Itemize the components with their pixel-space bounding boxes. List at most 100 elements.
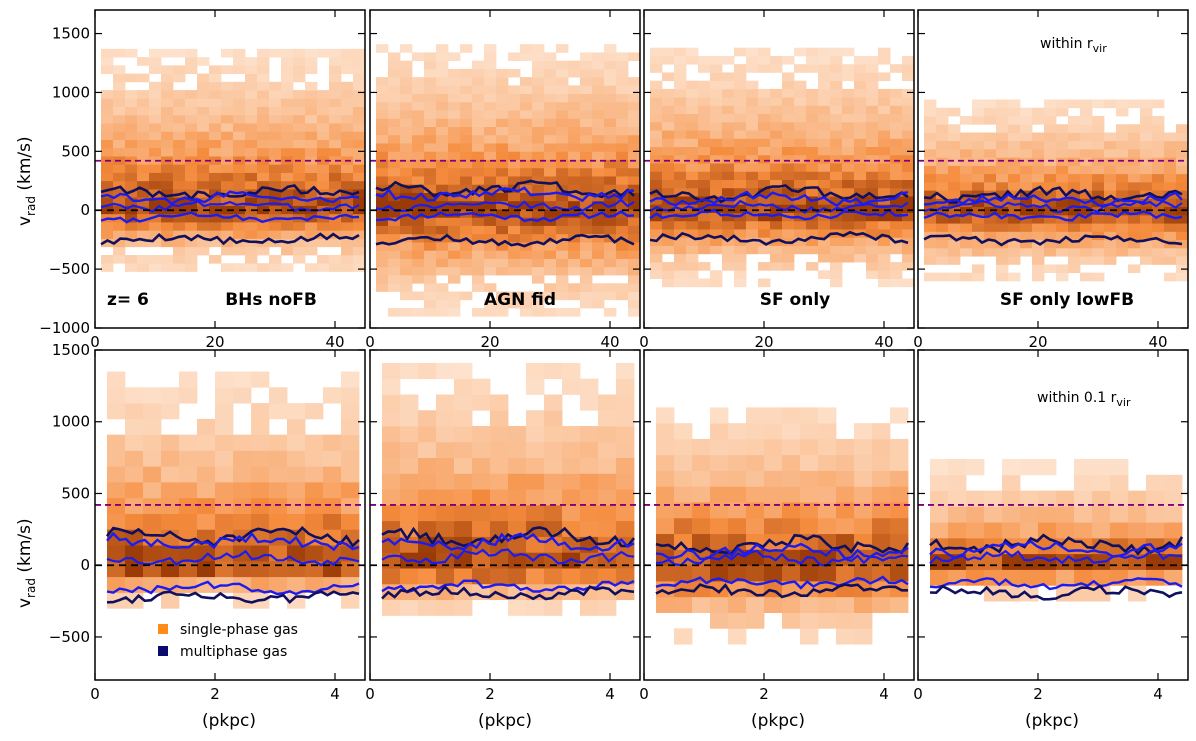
heatmap-cell [854,72,867,82]
heatmap-cell [107,560,126,578]
heatmap-cell [460,217,473,226]
heatmap-cell [245,81,258,91]
heatmap-cell [770,88,783,98]
heatmap-cell [1128,214,1141,224]
heatmap-cell [674,237,687,246]
heatmap-cell [1092,272,1105,282]
heatmap-cell [710,64,723,73]
heatmap-cell [556,275,569,284]
heatmap-cell [424,225,437,235]
heatmap-cell [388,52,401,62]
heatmap-cell [890,121,903,131]
heatmap-cell [830,245,843,255]
heatmap-cell [490,426,509,443]
heatmap-cell [508,233,521,243]
heatmap-cell [454,394,473,411]
heatmap-cell [472,473,491,490]
heatmap-cell [562,504,581,522]
heatmap-cell [872,517,891,535]
heatmap-cell [746,502,765,519]
heatmap-cell [1128,165,1141,175]
heatmap-cell [245,73,258,83]
heatmap-cell [1146,522,1165,539]
heatmap-cell [496,68,509,78]
heatmap-cell [544,159,557,169]
heatmap-cell [173,213,186,223]
model-label-sf-only: SF only [760,290,830,310]
heatmap-cell [221,131,234,140]
heatmap-cell [436,126,449,136]
heatmap-cell [890,278,903,288]
heatmap-cell [197,164,210,173]
heatmap-cell [508,583,527,601]
heatmap-cell [734,121,747,131]
heatmap-cell [101,98,114,107]
heatmap-cell [197,576,216,593]
heatmap-cell [746,130,759,139]
heatmap-cell [376,242,389,251]
heatmap-cell [728,565,747,582]
heatmap-cell [460,126,473,136]
heatmap-cell [1002,506,1021,523]
heatmap-cell [484,217,497,226]
heatmap-cell [436,52,449,62]
heatmap-cell [734,130,747,139]
heatmap-cell [1020,157,1033,166]
heatmap-cell [532,143,545,152]
heatmap-cell [400,60,413,70]
heatmap-cell [1092,165,1105,175]
heatmap-cell [472,110,485,119]
heatmap-cell [734,80,747,90]
heatmap-cell [161,263,174,272]
heatmap-cell [996,247,1009,257]
heatmap-cell [686,229,699,238]
heatmap-cell [662,146,675,156]
heatmap-cell [628,266,640,276]
heatmap-cell [960,173,973,183]
heatmap-cell [1056,190,1069,199]
heatmap-cell [436,362,455,380]
heatmap-cell [143,497,162,514]
heatmap-cell [764,502,783,519]
heatmap-cell [818,47,831,57]
heatmap-cell [616,60,629,70]
heatmap-cell [1164,553,1183,570]
heatmap-cell [1074,474,1093,492]
heatmap-cell [854,204,867,213]
heatmap-cell [281,90,294,99]
contour-single-lower [100,211,360,224]
heatmap-cell [161,403,180,420]
heatmap-cell [770,121,783,131]
heatmap-cell [125,90,138,99]
heatmap-cell [149,90,162,99]
heatmap-cell [830,163,843,172]
heatmap-cell [604,283,617,292]
heatmap-cell [472,250,485,259]
heatmap-cell [686,130,699,139]
heatmap-cell [924,124,937,133]
heatmap-cell [674,179,687,189]
heatmap-cell [662,262,675,271]
heatmap-cell [656,407,675,424]
heatmap-cell [448,266,461,276]
heatmap-cell [924,107,937,117]
heatmap-cell [508,299,521,309]
heatmap-cell [412,258,425,268]
heatmap-cell [496,307,509,317]
heatmap-cell [448,233,461,243]
heatmap-cell [173,222,186,231]
legend-label-single-phase: single-phase gas [180,622,298,638]
heatmap-cell [556,118,569,127]
heatmap-cell [388,93,401,103]
heatmap-cell [496,209,509,218]
heatmap-cell [698,105,711,115]
heatmap-cell [1110,459,1129,476]
x-tick-label: 40 [325,333,344,351]
heatmap-cell [674,121,687,131]
heatmap-cell [412,250,425,259]
heatmap-cell [293,180,306,190]
heatmap-cell [305,90,318,99]
heatmap-cell [329,57,342,66]
heatmap-cell [329,98,342,107]
